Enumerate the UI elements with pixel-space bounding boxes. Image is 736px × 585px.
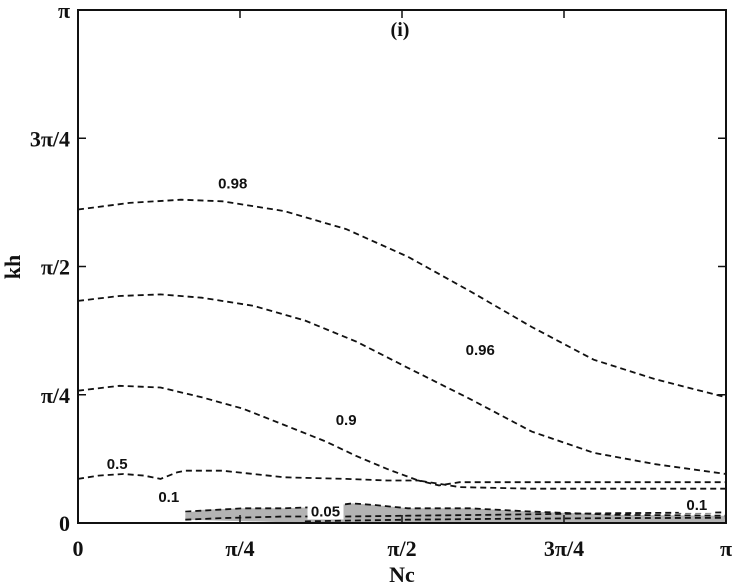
contour-label-0.1: 0.1 (686, 497, 707, 514)
contour-label-0.1: 0.1 (158, 489, 179, 506)
contour-label-bg (462, 341, 499, 358)
y-tick-label: π/4 (41, 383, 70, 408)
y-tick-label: 0 (59, 511, 70, 536)
y-tick-label: 3π/4 (30, 126, 70, 151)
contour-label-bg (328, 412, 365, 429)
x-tick-label: 3π/4 (544, 536, 584, 561)
x-tick-label: π/4 (225, 536, 254, 561)
x-tick-label: 0 (73, 536, 84, 561)
contour-label-0.5: 0.5 (107, 456, 128, 473)
axis-ticks-layer: 0 π/4 π/2 3π/4 π 0 π/4 π/2 3π/4 π (30, 0, 732, 561)
contour-label-0.9: 0.9 (336, 412, 357, 429)
y-tick-label: π/2 (41, 255, 70, 280)
panel-label: (i) (391, 19, 410, 41)
contour-line-0.96 (77, 293, 727, 475)
y-tick-label: π (58, 0, 70, 23)
contour-line-0.1 (185, 502, 727, 517)
contour-label-0.96: 0.96 (466, 342, 495, 359)
contour-label-bg (150, 488, 187, 505)
contour-line-0.5 (77, 469, 726, 487)
contour-lines-layer (77, 198, 727, 523)
contour-labels-layer: 0.98 0.96 0.9 0.5 0.1 0.1 0.05 (99, 175, 715, 520)
contour-label-bg (678, 496, 715, 513)
contour-line-0.1 (185, 511, 727, 521)
x-axis-label: Nc (389, 562, 415, 585)
x-tick-label: π/2 (387, 536, 416, 561)
contour-line-0.98 (77, 198, 727, 399)
contour-label-bg (99, 456, 136, 473)
contour-label-bg (214, 175, 251, 192)
x-tick-label: π (720, 536, 732, 561)
contour-label-bg (307, 503, 344, 520)
contour-line-0.9 (77, 384, 726, 490)
contour-line-0.05 (304, 516, 727, 523)
contour-label-0.98: 0.98 (218, 175, 247, 192)
y-axis-label: kh (0, 255, 25, 279)
plot-frame (77, 9, 727, 524)
contour-label-0.05: 0.05 (311, 503, 340, 520)
